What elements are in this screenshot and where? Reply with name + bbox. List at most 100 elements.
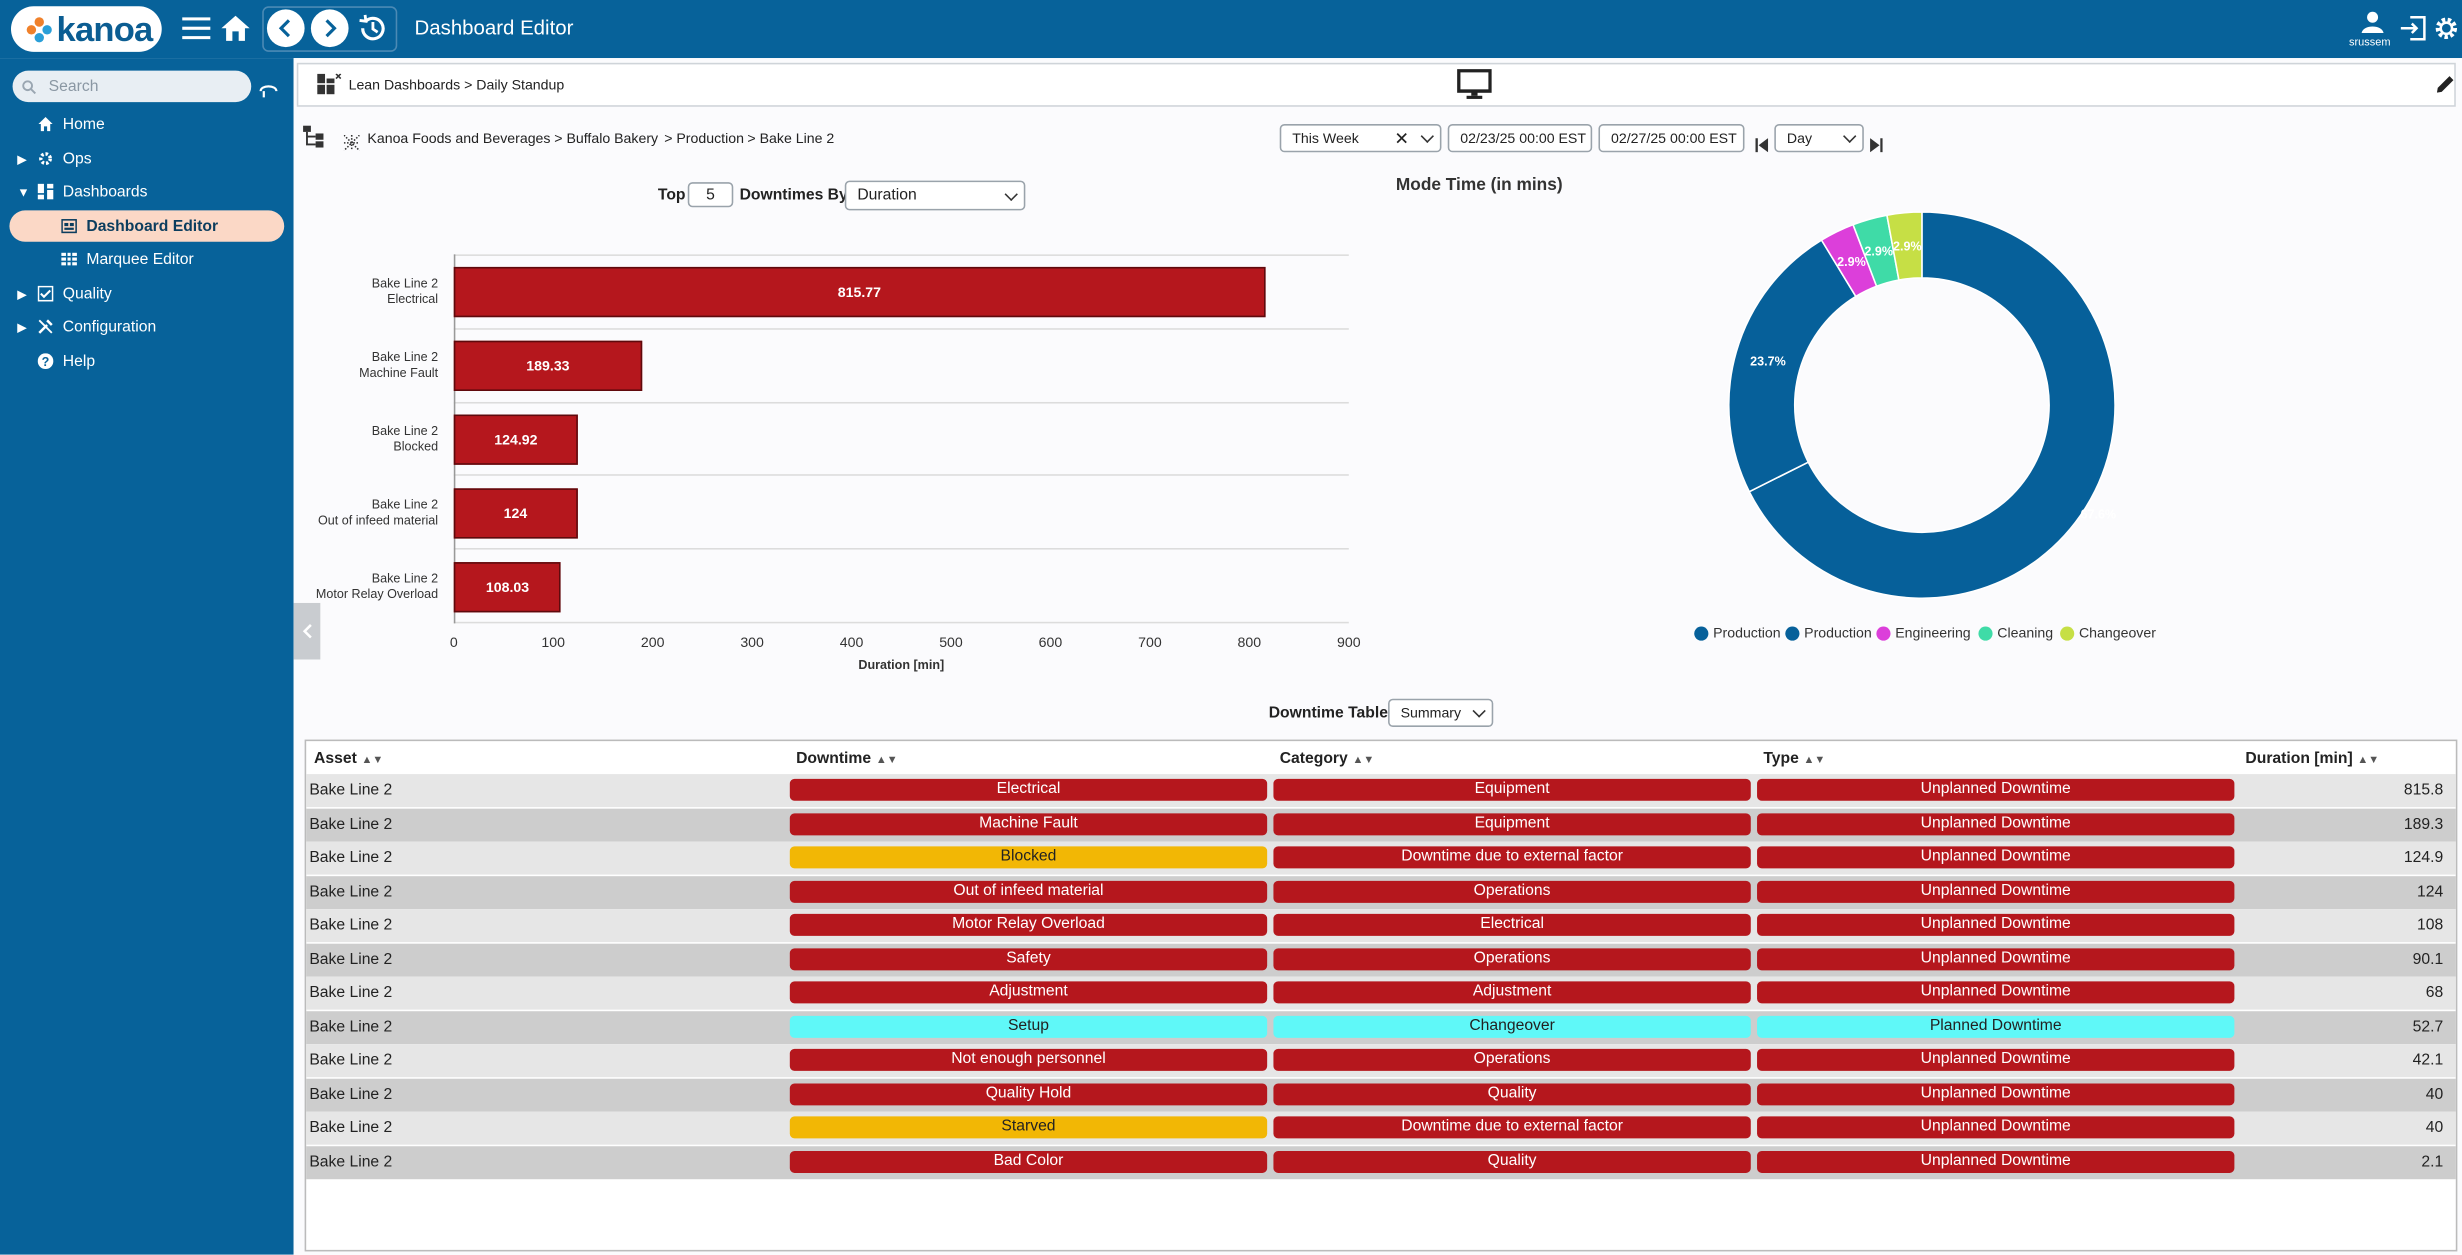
sort-icon[interactable]: ▲▼: [1803, 755, 1826, 767]
back-button[interactable]: [266, 9, 305, 48]
cell-asset: Bake Line 2: [309, 1085, 393, 1104]
logout-icon[interactable]: [2399, 16, 2427, 41]
table-row[interactable]: Bake Line 2 Adjustment Adjustment Unplanned…: [306, 976, 2456, 1010]
home-icon[interactable]: [220, 14, 251, 42]
asset-path-site[interactable]: > Buffalo Bakery: [554, 130, 659, 147]
donut-slice-4[interactable]: [1886, 211, 1923, 281]
end-date-input[interactable]: 02/27/25 00:00 EST: [1598, 124, 1745, 153]
cell-type-pill: Unplanned Downtime: [1757, 1048, 2235, 1071]
sort-icon[interactable]: ▲▼: [1352, 755, 1375, 767]
table-row[interactable]: Bake Line 2 Not enough personnel Operation…: [306, 1044, 2456, 1078]
table-row[interactable]: Bake Line 2 Setup Changeover Planned Downti…: [306, 1010, 2456, 1044]
legend-item[interactable]: Cleaning: [1978, 625, 2053, 641]
skip-next-icon[interactable]: [1869, 132, 1883, 153]
sidebar-item-help[interactable]: ? Help: [0, 345, 294, 376]
bar-2[interactable]: 124.92: [453, 414, 579, 465]
search-input[interactable]: Search: [12, 70, 252, 103]
cell-duration: 815.8: [2403, 781, 2444, 800]
donut-slice-1[interactable]: [1728, 239, 1857, 493]
sort-icon[interactable]: ▲▼: [361, 755, 384, 767]
hamburger-menu-icon[interactable]: [182, 17, 211, 40]
history-icon[interactable]: [356, 13, 387, 44]
table-row[interactable]: Bake Line 2 Bad Color Quality Unplanned Dow…: [306, 1145, 2456, 1179]
table-view-select[interactable]: Summary: [1388, 698, 1494, 728]
table-row[interactable]: Bake Line 2 Electrical Equipment Unplanned …: [306, 774, 2456, 808]
bar-value-label: 124.92: [494, 431, 538, 448]
bar-0[interactable]: 815.77: [453, 267, 1266, 318]
cell-category-pill: Downtime due to external factor: [1273, 846, 1751, 869]
cell-asset: Bake Line 2: [309, 815, 393, 833]
expand-caret-icon[interactable]: ▶: [17, 286, 27, 301]
dashboard-breadcrumb[interactable]: Lean Dashboards > Daily Standup: [348, 76, 565, 93]
cell-duration: 108: [2417, 916, 2444, 935]
asset-path-area[interactable]: > Production: [664, 130, 744, 147]
sidebar-item-ops[interactable]: ▶ Ops: [0, 143, 294, 174]
user-icon[interactable]: [2360, 9, 2385, 34]
table-row[interactable]: Bake Line 2 Safety Operations Unplanned Dow…: [306, 942, 2456, 976]
sidebar-item-dashboards[interactable]: ▼ Dashboards: [0, 176, 294, 207]
table-row[interactable]: Bake Line 2 Machine Fault Equipment Unplann…: [306, 807, 2456, 841]
table-row[interactable]: Bake Line 2 Blocked Downtime due to extern…: [306, 841, 2456, 875]
cell-category-pill: Quality: [1273, 1082, 1751, 1105]
expand-caret-icon[interactable]: ▶: [17, 151, 27, 166]
cell-downtime-pill: Motor Relay Overload: [789, 913, 1268, 936]
column-header-downtime[interactable]: Downtime ▲▼: [796, 751, 897, 768]
app-title: Dashboard Editor: [414, 15, 574, 40]
table-row[interactable]: Bake Line 2 Quality Hold Quality Unplanned …: [306, 1077, 2456, 1111]
edit-pencil-icon[interactable]: [2434, 74, 2456, 96]
downtimes-by-select[interactable]: Duration: [844, 180, 1026, 211]
sidebar-item-quality[interactable]: ▶ Quality: [0, 278, 294, 309]
bar-1[interactable]: 189.33: [453, 341, 643, 392]
display-monitor-icon[interactable]: [1456, 68, 1492, 100]
interval-select[interactable]: Day: [1774, 124, 1864, 153]
cell-type-pill: Unplanned Downtime: [1757, 981, 2235, 1004]
sidebar-item-label: Marquee Editor: [86, 250, 194, 268]
kanoa-logo[interactable]: kanoa: [10, 6, 162, 52]
bar-value-label: 815.77: [837, 284, 882, 301]
pin-sidebar-icon[interactable]: [259, 79, 278, 98]
settings-gear-icon[interactable]: [2432, 14, 2460, 42]
forward-button[interactable]: [310, 9, 349, 48]
table-row[interactable]: Bake Line 2 Out of infeed material Operati…: [306, 875, 2456, 909]
asset-tree-icon[interactable]: [303, 125, 325, 148]
category-label-line: Bake Line 2: [371, 570, 439, 586]
dashboard-grid-icon[interactable]: [317, 73, 342, 96]
cell-duration: 68: [2425, 984, 2444, 1002]
legend-item[interactable]: Engineering: [1876, 625, 1971, 641]
x-axis-label: Duration [min]: [858, 657, 945, 673]
legend-label: Production: [1713, 624, 1781, 641]
bar-4[interactable]: 108.03: [453, 561, 562, 612]
top-n-input[interactable]: 5: [687, 182, 734, 208]
cell-duration: 189.3: [2403, 815, 2444, 833]
main-content: Lean Dashboards > Daily Standup Kanoa Fo…: [293, 58, 2462, 1255]
panel-collapse-handle[interactable]: [293, 602, 321, 660]
sort-icon[interactable]: ▲▼: [875, 755, 898, 767]
sidebar-item-home[interactable]: Home: [0, 108, 294, 139]
column-header-category[interactable]: Category ▲▼: [1280, 751, 1375, 768]
sidebar-item-dashboard-editor[interactable]: Dashboard Editor: [9, 210, 285, 242]
asset-path-company[interactable]: Kanoa Foods and Beverages: [367, 130, 551, 147]
column-header-duration[interactable]: Duration [min] ▲▼: [2245, 751, 2379, 768]
column-header-type[interactable]: Type ▲▼: [1763, 751, 1825, 768]
clear-icon[interactable]: ✕: [1394, 130, 1409, 150]
kanoa-logo-mark-icon: [26, 16, 52, 42]
table-row[interactable]: Bake Line 2 Motor Relay Overload Electrica…: [306, 909, 2456, 943]
sort-icon[interactable]: ▲▼: [2357, 755, 2380, 767]
skip-previous-icon[interactable]: [1755, 132, 1769, 153]
start-date-input[interactable]: 02/23/25 00:00 EST: [1447, 124, 1593, 153]
donut-slice-0[interactable]: [1748, 211, 2116, 599]
cell-duration: 124.9: [2403, 849, 2444, 867]
asset-path-line[interactable]: > Bake Line 2: [747, 130, 835, 147]
bar-3[interactable]: 124: [453, 488, 578, 539]
expand-caret-icon[interactable]: ▶: [17, 319, 27, 334]
collapse-caret-icon[interactable]: ▼: [17, 184, 30, 199]
table-row[interactable]: Bake Line 2 Starved Downtime due to extern…: [306, 1111, 2456, 1145]
bar-category-label: Bake Line 2 Machine Fault: [359, 350, 438, 381]
legend-item[interactable]: Changeover: [2060, 625, 2156, 641]
sidebar-item-marquee-editor[interactable]: Marquee Editor: [0, 243, 294, 274]
legend-item[interactable]: Production: [1785, 625, 1872, 641]
column-header-asset[interactable]: Asset ▲▼: [314, 751, 383, 768]
legend-item[interactable]: Production: [1694, 624, 1781, 641]
date-range-select[interactable]: This Week ✕: [1279, 124, 1442, 153]
sidebar-item-configuration[interactable]: ▶ Configuration: [0, 311, 294, 342]
